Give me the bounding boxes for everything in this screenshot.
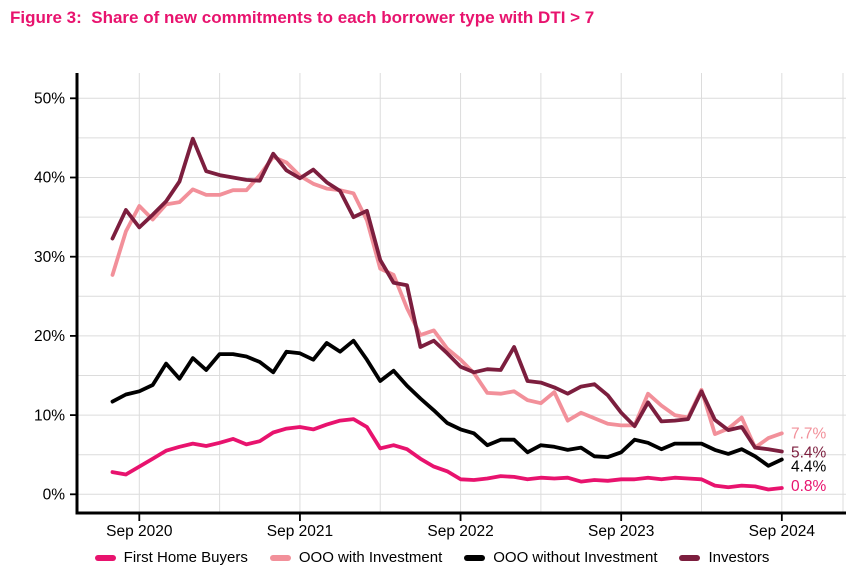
end-value-labels: 0.8% 7.7% 4.4%5.4%: [791, 426, 827, 496]
legend-entry-first-home-buyers: First Home Buyers: [94, 549, 248, 566]
end-label-ooo-without-investment: 4.4%: [791, 459, 827, 476]
y-tick-label: 50%: [34, 91, 65, 108]
series-line-ooo-with-investment: [110, 154, 784, 450]
legend-swatch-first-home-buyers: [94, 554, 116, 561]
x-tick-label: Sep 2021: [267, 523, 333, 540]
series-line-investors: [110, 136, 784, 454]
x-tick-label: Sep 2023: [588, 523, 654, 540]
x-tick-label: Sep 2022: [427, 523, 493, 540]
legend-label: OOO without Investment: [493, 549, 658, 566]
gridlines: [78, 73, 846, 512]
legend-entry-investors: Investors: [679, 549, 769, 566]
figure-title: Figure 3: Share of new commitments to ea…: [10, 8, 595, 27]
x-tick-label: Sep 2020: [106, 523, 173, 540]
series-line-ooo-without-investment: [110, 338, 784, 468]
legend-swatch-ooo-without-investment: [464, 554, 486, 561]
y-tick-label: 40%: [34, 170, 65, 187]
legend-label: Investors: [708, 549, 770, 566]
legend-label: OOO with Investment: [298, 549, 443, 566]
series-line-first-home-buyers: [110, 417, 784, 492]
x-tick-label: Sep 2024: [749, 523, 816, 540]
end-label-investors: 5.4%: [791, 445, 827, 462]
y-tick-label: 10%: [34, 407, 65, 424]
legend-entry-ooo-without-investment: OOO without Investment: [464, 549, 657, 566]
legend-entry-ooo-with-investment: OOO with Investment: [269, 549, 443, 566]
legend-label: First Home Buyers: [123, 549, 248, 566]
legend-swatch-investors: [679, 554, 701, 561]
end-label-ooo-with-investment: 7.7%: [791, 426, 827, 443]
series-lines: [110, 136, 784, 492]
y-tick-label: 0%: [43, 487, 66, 504]
chart-legend: First Home Buyers OOO with Investment OO…: [0, 549, 864, 566]
y-tick-label: 30%: [34, 249, 65, 266]
legend-swatch-ooo-with-investment: [269, 554, 291, 561]
axes: [70, 73, 846, 521]
y-tick-label: 20%: [34, 328, 65, 345]
end-label-first-home-buyers: 0.8%: [791, 478, 827, 495]
axis-tick-labels: 0% 10% 20% 30% 40% 50% Sep 2020 Sep 2021 Sep 202…: [34, 91, 815, 541]
